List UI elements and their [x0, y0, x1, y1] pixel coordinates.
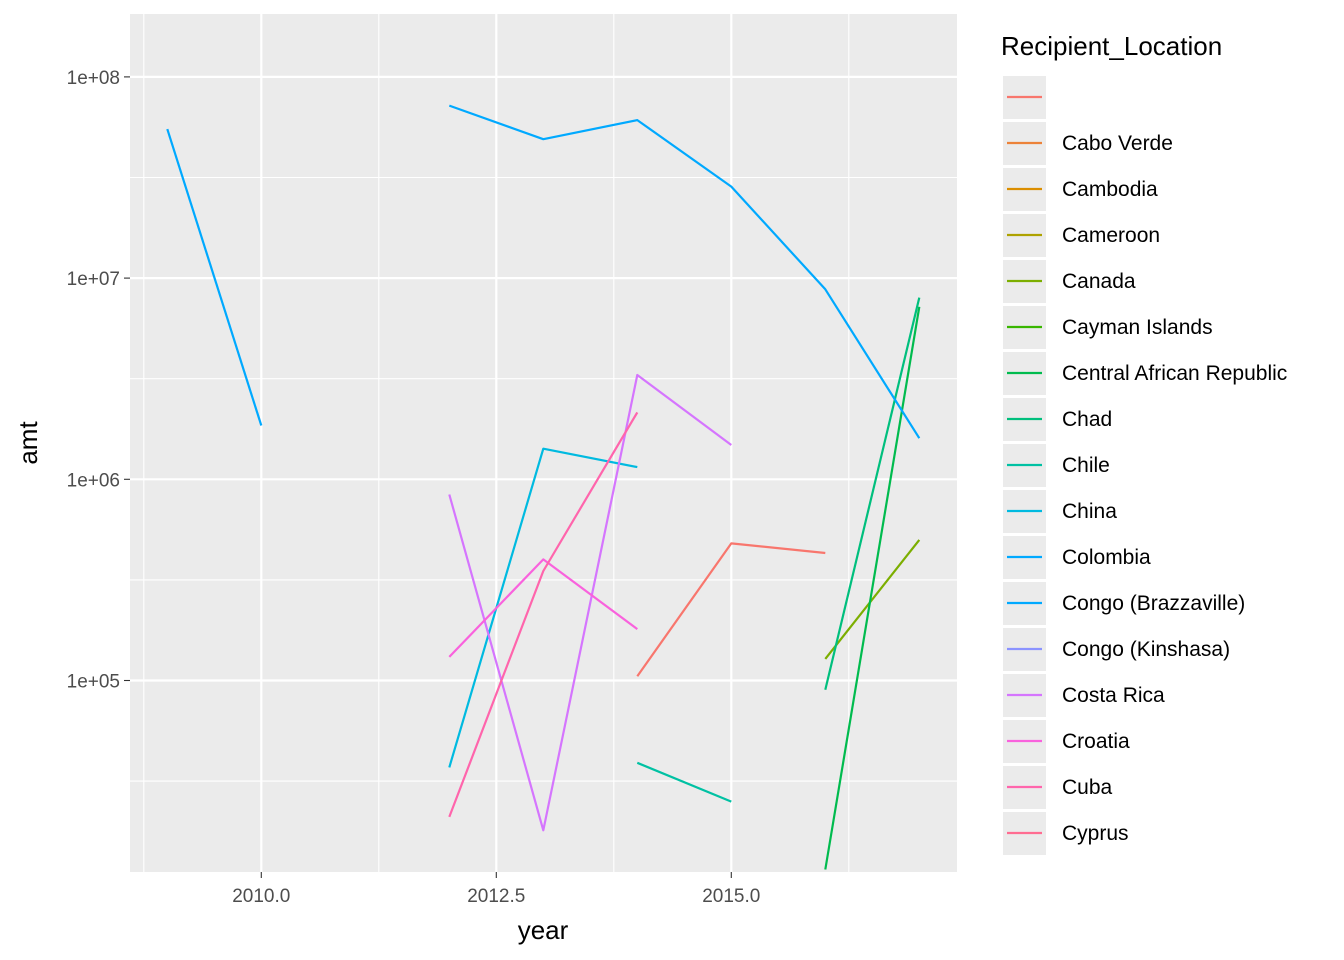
legend-label-costa-rica: Costa Rica	[1062, 684, 1165, 707]
y-axis-title: amt	[13, 421, 43, 465]
y-axis: 1e+05 1e+06 1e+07 1e+08	[67, 68, 130, 693]
legend-label-chad: Chad	[1062, 408, 1112, 431]
series-line-central-african-republic	[824, 306, 921, 870]
x-tick-label: 2015.0	[702, 886, 760, 907]
series-line-cuba	[448, 411, 639, 818]
legend-label-cuba: Cuba	[1062, 776, 1113, 799]
x-axis: 2010.0 2012.5 2015.0	[232, 872, 760, 907]
x-tick-label: 2010.0	[232, 886, 290, 907]
legend-label-china: China	[1062, 500, 1117, 523]
legend-label-cabo-verde: Cabo Verde	[1062, 132, 1173, 155]
legend-label-chile: Chile	[1062, 454, 1110, 477]
series-line-colombia	[166, 128, 263, 426]
series-line-chad	[824, 297, 921, 690]
grid-minor	[130, 14, 957, 872]
legend-label-cameroon: Cameroon	[1062, 224, 1160, 247]
legend-label-croatia: Croatia	[1062, 730, 1130, 753]
legend-label-congo-brazzaville: Congo (Brazzaville)	[1062, 592, 1245, 615]
series-line-canada	[824, 539, 921, 660]
series-line-congo-brazzaville	[448, 104, 921, 439]
legend-label-canada: Canada	[1062, 270, 1136, 293]
legend-label-colombia: Colombia	[1062, 546, 1151, 569]
legend-title: Recipient_Location	[1001, 31, 1222, 61]
legend-label-central-african-republic: Central African Republic	[1062, 362, 1287, 385]
y-tick-label: 1e+08	[67, 68, 120, 89]
panel-background	[130, 14, 957, 872]
grid-major	[130, 14, 957, 872]
series-line-blank	[636, 542, 826, 677]
x-axis-title: year	[518, 915, 569, 945]
series-line-croatia	[448, 558, 638, 658]
x-tick-label: 2012.5	[467, 886, 525, 907]
series-line-china	[448, 447, 638, 768]
series-line-chile	[636, 761, 732, 803]
legend: Recipient_Location Cabo Verde Cambodia Cam…	[1001, 31, 1287, 855]
y-tick-label: 1e+05	[67, 672, 120, 693]
y-tick-label: 1e+06	[67, 470, 120, 491]
series-line-costa-rica	[448, 373, 732, 832]
y-tick-label: 1e+07	[67, 269, 120, 290]
legend-label-cayman-islands: Cayman Islands	[1062, 316, 1213, 339]
legend-label-cyprus: Cyprus	[1062, 822, 1129, 845]
series-lines	[166, 104, 921, 870]
legend-label-congo-kinshasa: Congo (Kinshasa)	[1062, 638, 1230, 661]
legend-label-cambodia: Cambodia	[1062, 178, 1158, 201]
